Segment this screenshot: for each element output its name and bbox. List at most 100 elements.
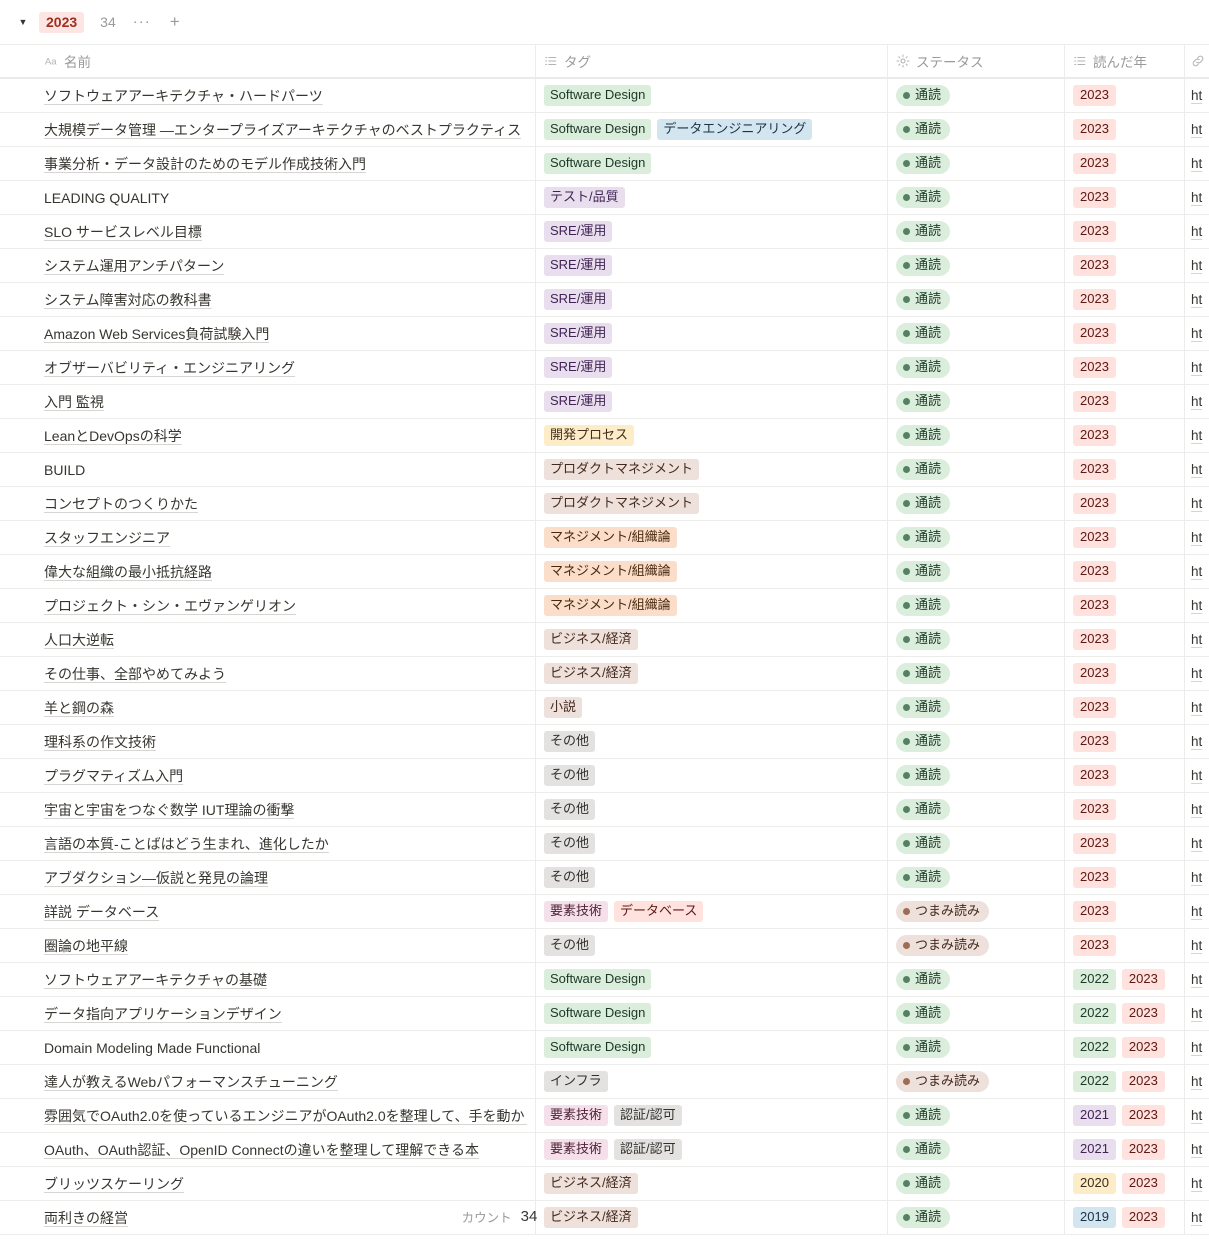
year-chip[interactable]: 2023	[1073, 629, 1116, 650]
row-title-link[interactable]: 偉大な組織の最小抵抗経路	[44, 563, 212, 580]
row-title-link[interactable]: アブダクション―仮説と発見の論理	[44, 869, 268, 886]
url-link[interactable]: ht	[1191, 462, 1203, 477]
status-badge[interactable]: 通読	[896, 799, 951, 820]
cell-url[interactable]: ht	[1185, 895, 1209, 928]
status-badge[interactable]: 通読	[896, 255, 951, 276]
cell-tags[interactable]: 開発プロセス	[536, 419, 888, 452]
table-row[interactable]: LeanとDevOpsの科学 開発プロセス 通読 2023 ht	[0, 418, 1209, 452]
status-badge[interactable]: 通読	[896, 85, 951, 106]
cell-name[interactable]: 圈論の地平線	[32, 929, 536, 962]
table-row[interactable]: 両利きの経営 ビジネス/経済 通読 2019 2023 ht	[0, 1200, 1209, 1234]
status-badge[interactable]: 通読	[896, 833, 951, 854]
url-link[interactable]: ht	[1191, 156, 1203, 171]
cell-status[interactable]: つまみ読み	[888, 895, 1065, 928]
cell-status[interactable]: 通読	[888, 1099, 1065, 1132]
table-row[interactable]: 宇宙と宇宙をつなぐ数学 IUT理論の衝撃 その他 通読 2023 ht	[0, 792, 1209, 826]
status-badge[interactable]: 通読	[896, 595, 951, 616]
cell-year[interactable]: 2023	[1065, 453, 1185, 486]
status-badge[interactable]: 通読	[896, 867, 951, 888]
cell-status[interactable]: 通読	[888, 521, 1065, 554]
cell-tags[interactable]: 要素技術 認証/認可	[536, 1099, 888, 1132]
url-link[interactable]: ht	[1191, 122, 1203, 137]
cell-tags[interactable]: SRE/運用	[536, 215, 888, 248]
group-add-icon[interactable]: +	[169, 12, 180, 31]
status-badge[interactable]: 通読	[896, 425, 951, 446]
table-row[interactable]: プロジェクト・シン・エヴァンゲリオン マネジメント/組織論 通読 2023 ht	[0, 588, 1209, 622]
cell-year[interactable]: 2021 2023	[1065, 1133, 1185, 1166]
cell-year[interactable]: 2020 2023	[1065, 1167, 1185, 1200]
table-row[interactable]: システム障害対応の教科書 SRE/運用 通読 2023 ht	[0, 282, 1209, 316]
cell-tags[interactable]: SRE/運用	[536, 351, 888, 384]
cell-name[interactable]: Domain Modeling Made Functional	[32, 1031, 536, 1064]
row-title-link[interactable]: Amazon Web Services負荷試験入門	[44, 325, 270, 342]
tag-chip[interactable]: マネジメント/組織論	[544, 561, 677, 582]
url-link[interactable]: ht	[1191, 598, 1203, 613]
cell-year[interactable]: 2023	[1065, 317, 1185, 350]
cell-year[interactable]: 2023	[1065, 283, 1185, 316]
cell-status[interactable]: 通読	[888, 351, 1065, 384]
status-badge[interactable]: 通読	[896, 561, 951, 582]
year-chip[interactable]: 2023	[1121, 1207, 1165, 1228]
table-row[interactable]: その仕事、全部やめてみよう ビジネス/経済 通読 2023 ht	[0, 656, 1209, 690]
table-row[interactable]: 達人が教えるWebパフォーマンスチューニング インフラ つまみ読み 2022 2023 h…	[0, 1064, 1209, 1098]
url-link[interactable]: ht	[1191, 88, 1203, 103]
cell-tags[interactable]: その他	[536, 725, 888, 758]
status-badge[interactable]: 通読	[896, 221, 951, 242]
status-badge[interactable]: 通読	[896, 731, 951, 752]
url-link[interactable]: ht	[1191, 870, 1203, 885]
tag-chip[interactable]: Software Design	[544, 85, 652, 106]
status-badge[interactable]: 通読	[896, 1003, 951, 1024]
table-row[interactable]: ソフトウェアアーキテクチャの基礎 Software Design 通読 2022 202…	[0, 962, 1209, 996]
cell-tags[interactable]: インフラ	[536, 1065, 888, 1098]
cell-status[interactable]: 通読	[888, 1133, 1065, 1166]
status-badge[interactable]: つまみ読み	[896, 1071, 990, 1092]
cell-status[interactable]: 通読	[888, 1201, 1065, 1234]
table-row[interactable]: 羊と鋼の森 小説 通読 2023 ht	[0, 690, 1209, 724]
row-title-link[interactable]: Domain Modeling Made Functional	[44, 1039, 261, 1056]
cell-year[interactable]: 2023	[1065, 895, 1185, 928]
cell-url[interactable]: ht	[1185, 1133, 1209, 1166]
cell-year[interactable]: 2023	[1065, 351, 1185, 384]
row-title-link[interactable]: 理科系の作文技術	[44, 733, 156, 750]
cell-url[interactable]: ht	[1185, 929, 1209, 962]
cell-url[interactable]: ht	[1185, 589, 1209, 622]
cell-status[interactable]: 通読	[888, 963, 1065, 996]
cell-url[interactable]: ht	[1185, 419, 1209, 452]
cell-tags[interactable]: Software Design データエンジニアリング	[536, 113, 888, 146]
cell-year[interactable]: 2023	[1065, 147, 1185, 180]
year-chip[interactable]: 2023	[1073, 187, 1116, 208]
tag-chip[interactable]: その他	[544, 935, 596, 956]
status-badge[interactable]: 通読	[896, 153, 951, 174]
cell-year[interactable]: 2023	[1065, 725, 1185, 758]
cell-year[interactable]: 2023	[1065, 861, 1185, 894]
cell-year[interactable]: 2023	[1065, 929, 1185, 962]
row-title-link[interactable]: 詳説 データベース	[44, 903, 160, 920]
cell-year[interactable]: 2023	[1065, 691, 1185, 724]
year-chip[interactable]: 2023	[1073, 663, 1116, 684]
cell-url[interactable]: ht	[1185, 1201, 1209, 1234]
cell-tags[interactable]: SRE/運用	[536, 283, 888, 316]
row-title-link[interactable]: システム障害対応の教科書	[44, 291, 212, 308]
cell-url[interactable]: ht	[1185, 1065, 1209, 1098]
cell-url[interactable]: ht	[1185, 827, 1209, 860]
table-row[interactable]: アブダクション―仮説と発見の論理 その他 通読 2023 ht	[0, 860, 1209, 894]
cell-url[interactable]: ht	[1185, 113, 1209, 146]
year-chip[interactable]: 2023	[1073, 867, 1116, 888]
triangle-down-icon[interactable]: ▼	[18, 16, 28, 27]
cell-year[interactable]: 2023	[1065, 521, 1185, 554]
cell-name[interactable]: オブザーバビリティ・エンジニアリング	[32, 351, 536, 384]
year-chip[interactable]: 2022	[1073, 1071, 1116, 1092]
url-link[interactable]: ht	[1191, 904, 1203, 919]
tag-chip[interactable]: マネジメント/組織論	[544, 595, 677, 616]
status-badge[interactable]: 通読	[896, 629, 951, 650]
year-chip[interactable]: 2023	[1073, 595, 1116, 616]
tag-chip[interactable]: Software Design	[544, 1037, 652, 1058]
cell-tags[interactable]: ビジネス/経済	[536, 657, 888, 690]
table-row[interactable]: Amazon Web Services負荷試験入門 SRE/運用 通読 2023 ht	[0, 316, 1209, 350]
cell-name[interactable]: 雰囲気でOAuth2.0を使っているエンジニアがOAuth2.0を整理して、手を…	[32, 1099, 536, 1132]
status-badge[interactable]: 通読	[896, 969, 951, 990]
tag-chip[interactable]: ビジネス/経済	[544, 1207, 638, 1228]
cell-tags[interactable]: Software Design	[536, 79, 888, 112]
cell-tags[interactable]: Software Design	[536, 963, 888, 996]
status-badge[interactable]: 通読	[896, 323, 951, 344]
